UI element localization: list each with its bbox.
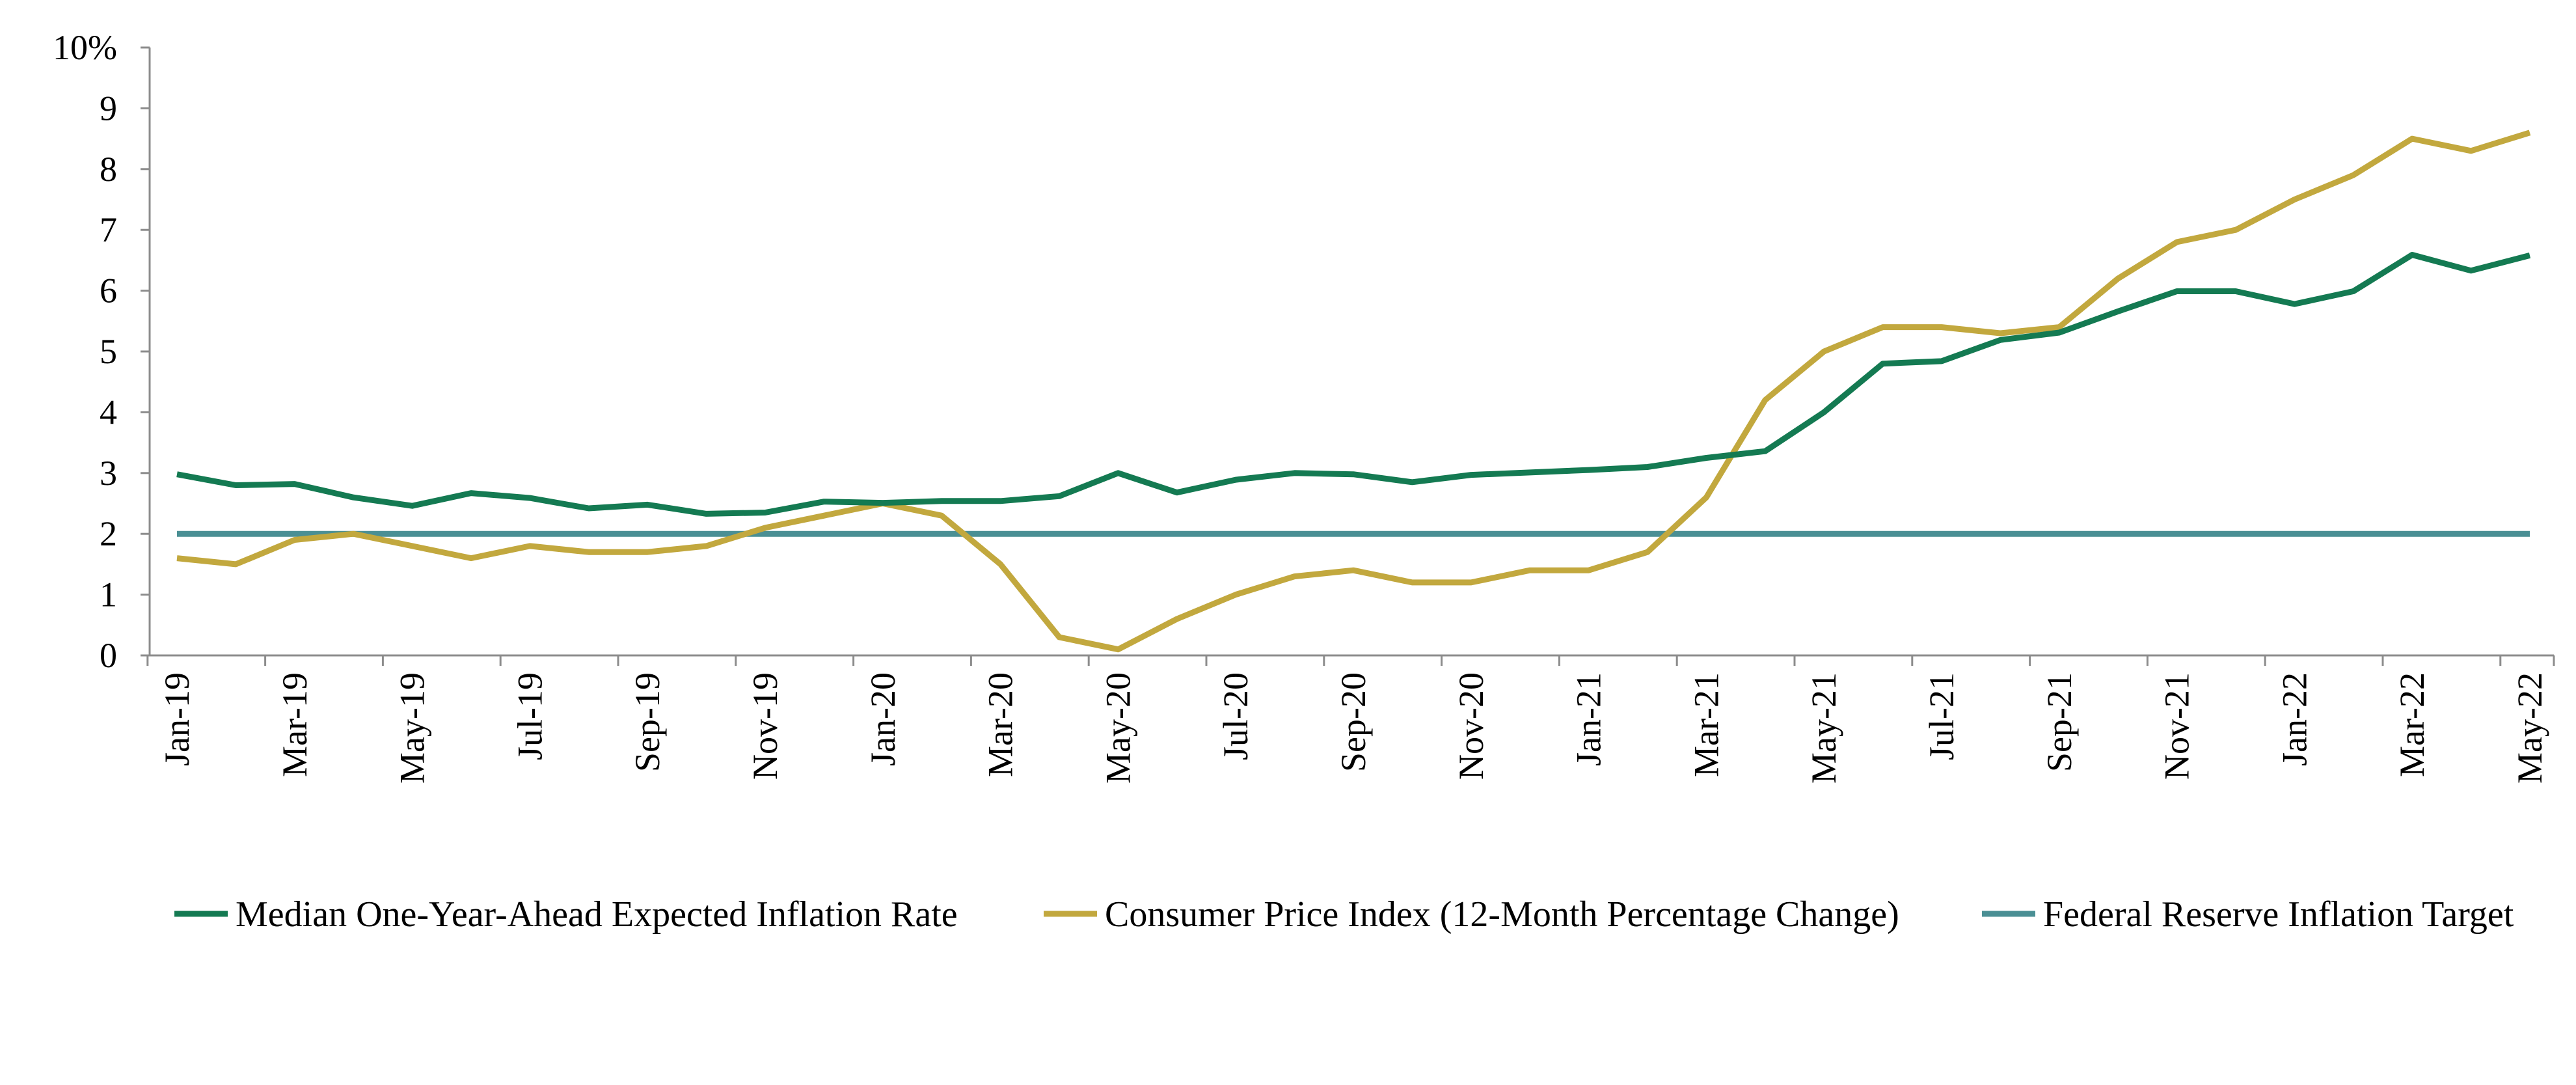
x-tick-label: Sep-19: [628, 672, 667, 772]
x-tick-label: Jan-19: [157, 672, 197, 766]
x-tick-label: May-22: [2510, 672, 2549, 784]
x-tick-label: Mar-21: [1687, 672, 1726, 777]
x-tick-label: Jul-20: [1216, 672, 1255, 760]
axes: 0 1 2 3 4 5 6 7 8 9 10% Jan-19 Mar-19 May-19 Jul-19 Sep…: [53, 28, 2555, 784]
x-tick-label: Sep-21: [2040, 672, 2079, 772]
legend-cpi: Consumer Price Index (12-Month Percentag…: [1044, 894, 1899, 935]
legend: Median One-Year-Ahead Expected Inflation…: [174, 894, 2514, 935]
legend-median-expected: Median One-Year-Ahead Expected Inflation…: [174, 894, 958, 935]
cpi-line: [176, 130, 2531, 653]
x-tick-label: Mar-19: [275, 672, 314, 777]
legend-median-expected-label: Median One-Year-Ahead Expected Inflation…: [236, 894, 958, 935]
x-tick-label: Jan-21: [1569, 672, 1608, 766]
x-tick-label: Nov-20: [1452, 672, 1491, 780]
legend-cpi-label: Consumer Price Index (12-Month Percentag…: [1105, 894, 1899, 935]
x-tick-label: Mar-22: [2393, 672, 2432, 777]
x-tick-label: Jul-19: [510, 672, 549, 760]
y-tick-label: 5: [100, 332, 117, 371]
legend-fed-target: Federal Reserve Inflation Target: [1982, 894, 2514, 935]
series-lines: [176, 130, 2531, 653]
x-tick-label: Jan-20: [863, 672, 902, 766]
y-tick-label: 4: [100, 392, 117, 432]
median-expected-inflation-line: [176, 252, 2531, 517]
y-tick-label: 8: [100, 150, 117, 189]
y-tick-label: 7: [100, 210, 117, 249]
x-tick-label: Mar-20: [981, 672, 1020, 777]
y-tick-label: 2: [100, 514, 117, 553]
x-tick-label: Jul-21: [1922, 672, 1961, 760]
x-tick-label: Jan-22: [2275, 672, 2314, 766]
x-tick-label: May-21: [1804, 672, 1843, 784]
y-tick-label: 9: [100, 89, 117, 128]
x-tick-label: Nov-21: [2158, 672, 2197, 780]
y-tick-label: 10%: [53, 28, 117, 67]
y-tick-label: 6: [100, 271, 117, 310]
legend-fed-target-label: Federal Reserve Inflation Target: [2043, 894, 2514, 935]
x-tick-label: May-20: [1098, 672, 1137, 784]
x-tick-label: May-19: [393, 672, 432, 784]
y-tick-label: 3: [100, 454, 117, 493]
x-tick-label: Nov-19: [746, 672, 785, 780]
x-tick-label: Sep-20: [1334, 672, 1373, 772]
y-tick-label: 1: [100, 575, 117, 614]
y-tick-label: 0: [100, 636, 117, 675]
